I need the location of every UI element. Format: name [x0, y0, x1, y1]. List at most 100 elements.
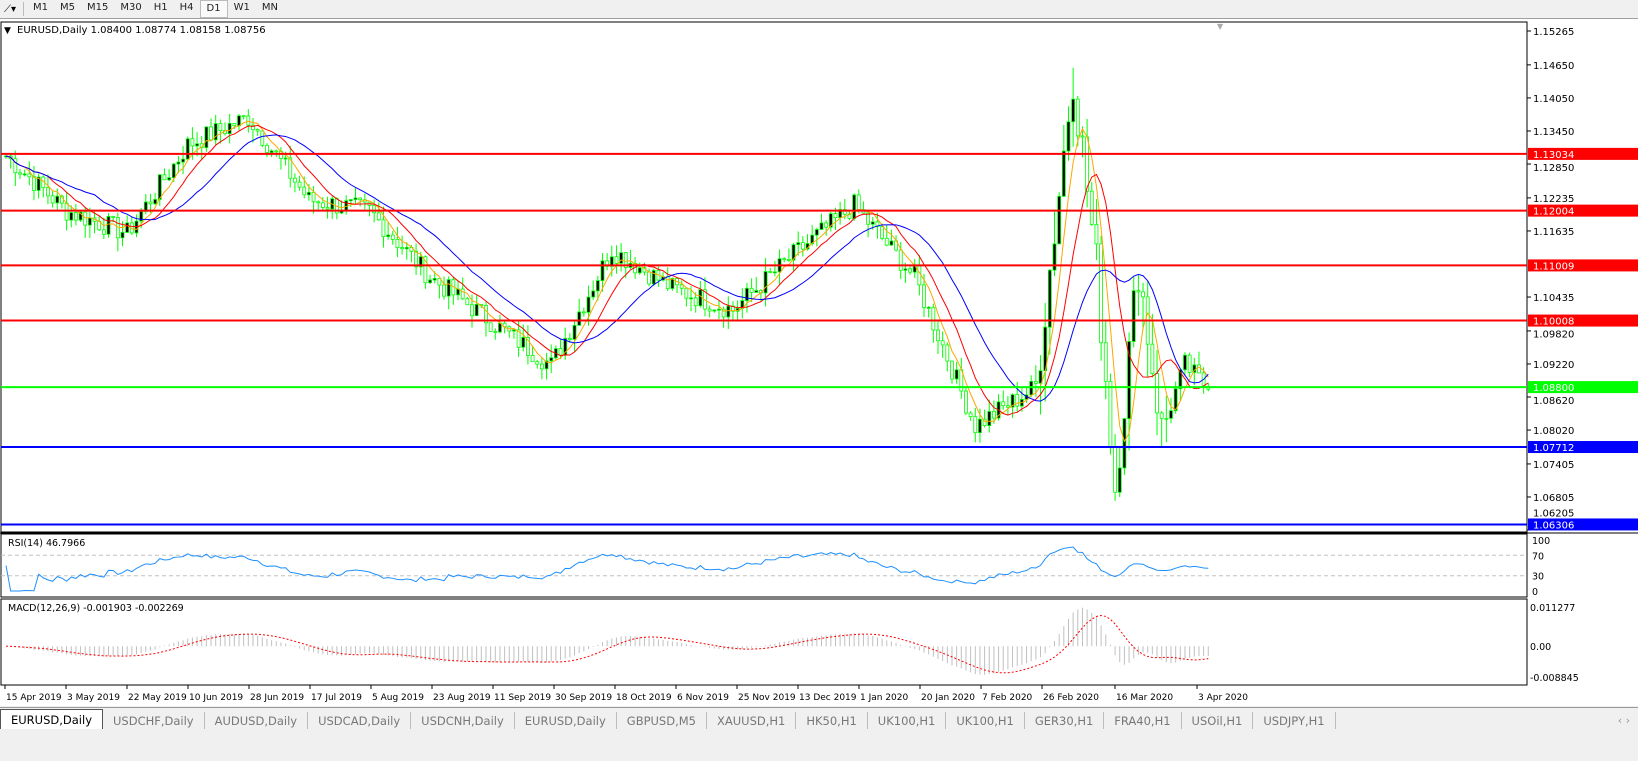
candle-body: [647, 271, 651, 285]
macd-tick-label: 0.00: [1530, 642, 1551, 653]
candle-body: [190, 138, 195, 147]
candles: [4, 67, 1211, 501]
timeframe-H4[interactable]: H4: [179, 2, 194, 13]
candle-body: [1108, 380, 1113, 447]
candle-body: [549, 357, 554, 362]
timeframe-D1[interactable]: D1: [199, 0, 228, 18]
chart-tab[interactable]: GBPUSD,M5: [617, 712, 707, 730]
timeframe-MN[interactable]: MN: [261, 2, 278, 13]
macd-tick-label: 0.011277: [1530, 603, 1575, 614]
chart-tab[interactable]: EURUSD,Daily: [515, 712, 617, 730]
date-label: 16 Mar 2020: [1116, 693, 1173, 703]
candle-body: [516, 329, 521, 348]
timeframe-M30[interactable]: M30: [120, 2, 142, 13]
price-tick-label: 1.07405: [1533, 460, 1574, 471]
candle-body: [171, 163, 176, 179]
candle-body: [400, 247, 405, 250]
candle-body: [945, 344, 950, 362]
candle-body: [1010, 394, 1015, 408]
candle-body: [530, 355, 535, 363]
timeframe-M1[interactable]: M1: [33, 2, 49, 13]
rsi-label: RSI(14) 46.7966: [8, 538, 85, 549]
chart-tab[interactable]: AUDUSD,Daily: [205, 712, 309, 730]
candle-body: [1141, 291, 1145, 298]
level-price-badge: [1528, 518, 1638, 531]
candle-body: [964, 390, 968, 414]
chart-tab[interactable]: USOil,H1: [1182, 712, 1254, 730]
chart-tab[interactable]: USDCAD,Daily: [308, 712, 412, 730]
candle-body: [167, 177, 172, 181]
chart-tab[interactable]: EURUSD,Daily: [0, 709, 103, 730]
candle-body: [1159, 412, 1164, 419]
timeframe-M15[interactable]: M15: [87, 2, 109, 13]
chart-tab[interactable]: USDCHF,Daily: [103, 712, 205, 730]
timeframe-toolbar: ⟋▾ M1 M5 M15 M30 H1 H4 D1 W1 MN: [0, 0, 1638, 19]
date-label: 17 Jul 2019: [311, 693, 362, 703]
chart-tab[interactable]: GER30,H1: [1025, 712, 1105, 730]
candle-body: [470, 304, 474, 317]
candle-body: [381, 219, 386, 237]
candle-body: [838, 209, 843, 219]
candle-body: [1085, 136, 1090, 192]
date-label: 30 Sep 2019: [555, 693, 612, 703]
candle-body: [833, 213, 838, 219]
candle-body: [1197, 364, 1201, 374]
draw-tools-icon[interactable]: ⟋▾: [4, 3, 17, 15]
candle-body: [465, 298, 470, 306]
candle-body: [614, 256, 619, 264]
candle-body: [828, 213, 833, 228]
candle-body: [260, 130, 265, 146]
candle-body: [283, 157, 288, 160]
chart-tab[interactable]: UK100,H1: [946, 712, 1025, 730]
chart-window[interactable]: 1.15265 1.14650 1.14050 1.13450 1.12850 1.122…: [0, 19, 1638, 706]
level-price-label: 1.10008: [1533, 317, 1574, 328]
chart-tab[interactable]: FRA40,H1: [1104, 712, 1182, 730]
candle-body: [544, 360, 549, 370]
candle-body: [600, 260, 605, 281]
candle-body: [255, 129, 260, 132]
chart-tab[interactable]: USDJPY,H1: [1253, 712, 1336, 730]
candle-body: [442, 284, 446, 297]
price-tick-label: 1.12850: [1533, 163, 1574, 174]
candle-body: [13, 158, 18, 174]
candle-body: [707, 308, 712, 312]
candle-body: [101, 229, 106, 235]
rsi-pane: [0, 533, 1528, 598]
candle-body: [973, 416, 978, 434]
candle-body: [731, 305, 735, 312]
chart-tab[interactable]: XAUUSD,H1: [707, 712, 797, 730]
macd-pane: [0, 598, 1528, 686]
candle-body: [395, 238, 400, 249]
candle-body: [931, 306, 936, 331]
candle-body: [181, 158, 185, 163]
level-price-label: 1.13034: [1533, 150, 1574, 161]
price-chart[interactable]: 1.15265 1.14650 1.14050 1.13450 1.12850 1.122…: [0, 19, 1638, 706]
rsi-tick-label: 30: [1532, 572, 1544, 583]
tab-scroll-arrows-icon[interactable]: ‹ ›: [1617, 714, 1630, 727]
timeframe-M5[interactable]: M5: [60, 2, 76, 13]
candle-body: [1033, 380, 1038, 384]
date-label: 25 Nov 2019: [738, 693, 796, 703]
ma-fast-line: [5, 120, 1209, 443]
candle-body: [1164, 417, 1169, 420]
candle-body: [148, 201, 153, 205]
timeframe-W1[interactable]: W1: [233, 2, 250, 13]
rsi-line: [5, 546, 1209, 592]
candle-body: [684, 287, 689, 299]
candle-body: [372, 204, 377, 214]
candle-body: [241, 115, 246, 118]
chart-tab[interactable]: USDCNH,Daily: [411, 712, 515, 730]
candle-body: [763, 271, 768, 294]
date-label: 18 Oct 2019: [616, 693, 672, 703]
timeframe-H1[interactable]: H1: [153, 2, 168, 13]
chart-tab[interactable]: HK50,H1: [796, 712, 868, 730]
candle-body: [306, 191, 311, 196]
candle-body: [1029, 380, 1034, 396]
chart-tab[interactable]: UK100,H1: [868, 712, 947, 730]
date-label: 5 Aug 2019: [372, 693, 424, 703]
date-label: 22 May 2019: [128, 693, 187, 703]
candle-body: [940, 340, 945, 346]
collapse-triangle-icon: ▼: [4, 26, 11, 36]
chart-header: EURUSD,Daily 1.08400 1.08774 1.08158 1.0…: [17, 25, 266, 36]
candle-body: [1015, 394, 1020, 407]
